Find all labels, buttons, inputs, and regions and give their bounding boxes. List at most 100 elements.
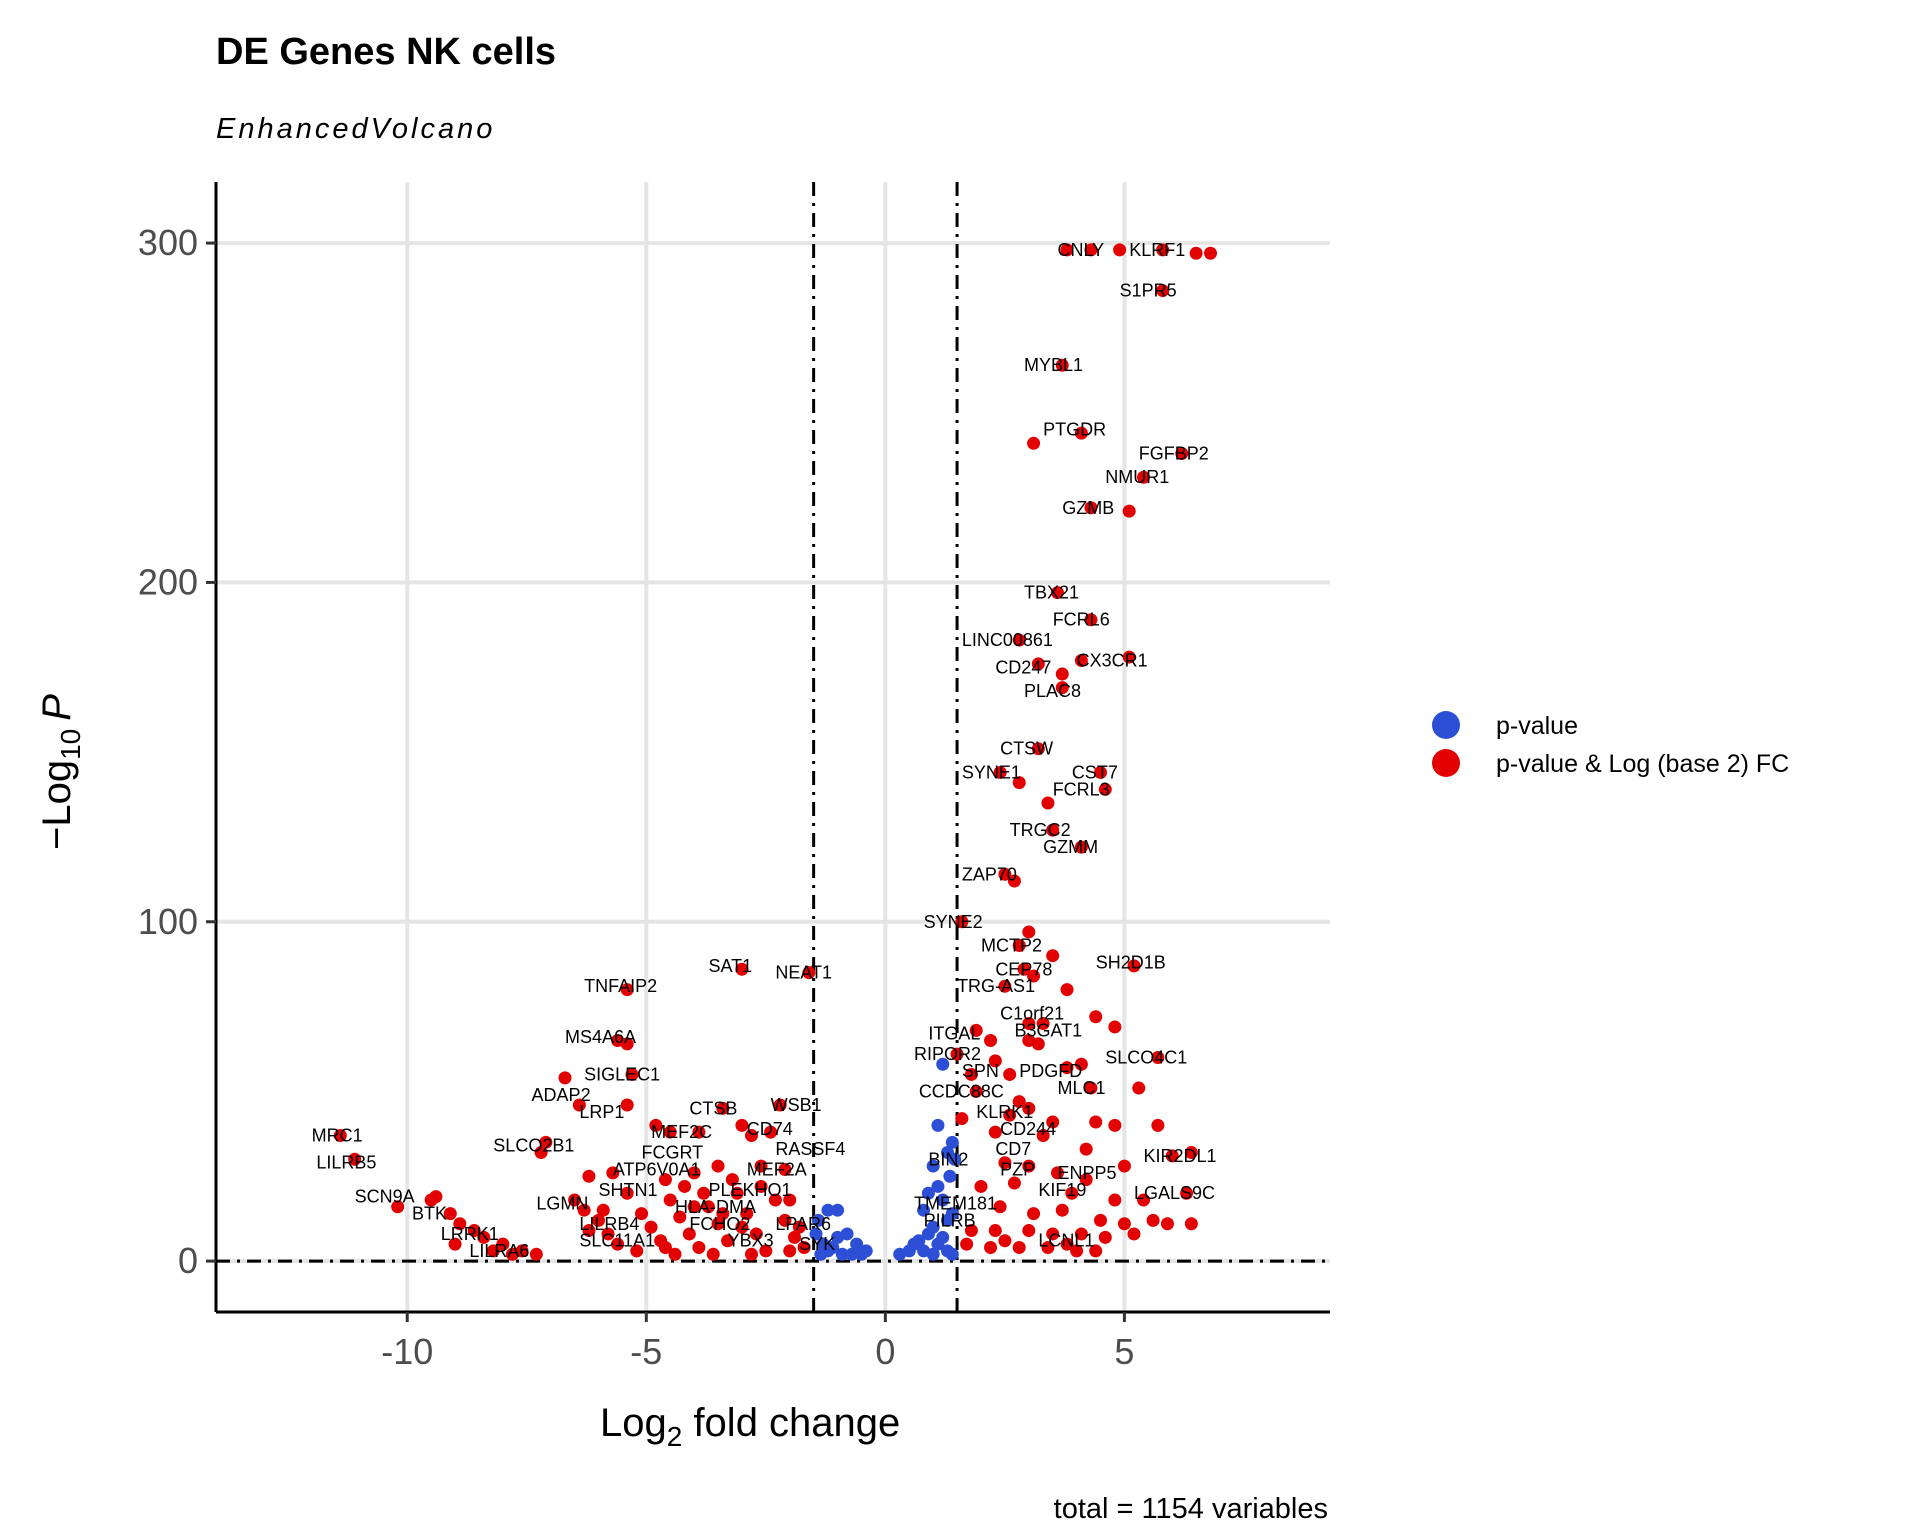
chart-title: DE Genes NK cells [216, 31, 556, 73]
point-s1-11 [1137, 470, 1151, 484]
gene-label-74: LRRK1 [441, 1224, 499, 1244]
point-s1-97 [1127, 1227, 1141, 1241]
legend-label-pvalue: p-value [1496, 712, 1578, 740]
point-s1-114 [620, 1098, 634, 1112]
point-s1-54 [1060, 1061, 1074, 1075]
point-s1-80 [1137, 1193, 1151, 1207]
point-s1-130 [687, 1166, 701, 1180]
point-s1-180 [706, 1247, 720, 1261]
point-s0-24 [931, 1118, 945, 1132]
gene-label-38: BIN2 [928, 1149, 968, 1169]
point-s1-133 [778, 1162, 792, 1176]
point-s1-69 [1079, 1142, 1093, 1156]
point-s1-67 [988, 1125, 1002, 1139]
point-s1-149 [591, 1213, 605, 1227]
point-s1-155 [635, 1207, 649, 1221]
gene-label-59: SLCO2B1 [493, 1136, 574, 1156]
point-s1-18 [1122, 650, 1136, 664]
y-tick-label-1: 100 [138, 901, 198, 942]
point-s1-37 [1017, 962, 1031, 976]
point-s1-121 [764, 1125, 778, 1139]
point-s1-38 [1027, 969, 1041, 983]
gene-label-34: CCDC88C [919, 1081, 1004, 1101]
chart-subtitle: EnhancedVolcano [216, 113, 495, 145]
point-s1-58 [969, 1084, 983, 1098]
point-s1-141 [496, 1237, 510, 1251]
point-s1-113 [572, 1098, 586, 1112]
gene-label-21: SYNE2 [924, 912, 983, 932]
point-s1-145 [486, 1244, 500, 1258]
point-s1-186 [716, 1207, 730, 1221]
point-s1-71 [1184, 1146, 1198, 1160]
gene-label-27: B3GAT1 [1014, 1020, 1082, 1040]
point-s1-2 [1113, 243, 1127, 257]
gene-label-52: ADAP2 [532, 1085, 591, 1105]
x-tick-label-2: 0 [875, 1331, 895, 1372]
legend: p-value p-value & Log (base 2) FC [1432, 711, 1789, 778]
point-s1-83 [993, 1200, 1007, 1214]
gene-label-57: MEF2C [651, 1122, 712, 1142]
point-s1-147 [568, 1193, 582, 1207]
gene-label-25: TRG-AS1 [957, 976, 1035, 996]
point-s1-135 [429, 1190, 443, 1204]
y-axis-label-sub: 10 [55, 729, 86, 760]
x-axis-label-tail: fold change [682, 1401, 900, 1445]
point-s1-26 [1098, 782, 1112, 796]
x-tick-label-1: -5 [630, 1331, 662, 1372]
point-s1-184 [668, 1247, 682, 1261]
point-s1-9 [1027, 436, 1041, 450]
point-s1-144 [448, 1237, 462, 1251]
point-s0-26 [831, 1203, 845, 1217]
point-s1-17 [1074, 653, 1088, 667]
gene-label-55: WSB1 [771, 1095, 822, 1115]
x-axis-label: Log2 fold change [600, 1401, 900, 1452]
gene-label-33: MLC1 [1057, 1078, 1105, 1098]
point-s1-65 [1108, 1118, 1122, 1132]
point-s1-92 [988, 1224, 1002, 1238]
gene-label-14: CTSW [1000, 739, 1053, 759]
gene-label-78: LILRA6 [469, 1241, 529, 1261]
point-s1-68 [1036, 1129, 1050, 1143]
point-s1-185 [735, 1220, 749, 1234]
x-ticks: -10 -5 0 5 [381, 1312, 1134, 1372]
point-s0-22 [943, 1169, 957, 1183]
point-s1-22 [1031, 742, 1045, 756]
gene-label-75: SLC11A1 [579, 1231, 655, 1251]
gene-labels: CNLY KLRF1 S1PR5 MYBL1 PTGDR FGFBP2 NMUR1 GZMB T… [312, 240, 1217, 1261]
point-s1-106 [735, 962, 749, 976]
gene-label-43: LGALS9C [1134, 1183, 1215, 1203]
point-s1-75 [1117, 1159, 1131, 1173]
point-s1-163 [711, 1217, 725, 1231]
point-s1-64 [1089, 1115, 1103, 1129]
point-s1-127 [606, 1166, 620, 1180]
gene-label-39: KIR2DL1 [1144, 1146, 1217, 1166]
gene-label-44: TMEM181 [914, 1193, 997, 1213]
point-s1-128 [582, 1169, 596, 1183]
gene-label-26: C1orf21 [1000, 1003, 1064, 1023]
point-s1-35 [1046, 949, 1060, 963]
point-s0-0 [936, 1057, 950, 1071]
gene-label-61: RASSF4 [775, 1139, 845, 1159]
point-s1-49 [1151, 1050, 1165, 1064]
point-s1-100 [1012, 1241, 1026, 1255]
gene-label-64: MEF2A [747, 1159, 807, 1179]
point-s1-84 [1027, 1207, 1041, 1221]
gene-label-62: LILRB5 [316, 1153, 376, 1173]
point-s1-13 [1122, 504, 1136, 518]
x-tick-label-0: -10 [381, 1331, 433, 1372]
point-s1-30 [998, 867, 1012, 881]
point-s1-48 [1031, 1037, 1045, 1051]
point-s0-1 [926, 1159, 940, 1173]
point-s1-187 [687, 1200, 701, 1214]
point-s1-66 [1151, 1118, 1165, 1132]
gene-label-58: CD74 [747, 1119, 793, 1139]
legend-key-pvalue-fc [1432, 749, 1460, 777]
point-s1-158 [663, 1193, 677, 1207]
point-s1-76 [1079, 1173, 1093, 1187]
point-s1-126 [348, 1152, 362, 1166]
gene-label-15: SYNE1 [962, 762, 1021, 782]
point-s1-181 [744, 1247, 758, 1261]
gene-label-49: NEAT1 [775, 963, 832, 983]
axes [214, 182, 1330, 1314]
gene-label-29: RIPOR2 [914, 1044, 981, 1064]
